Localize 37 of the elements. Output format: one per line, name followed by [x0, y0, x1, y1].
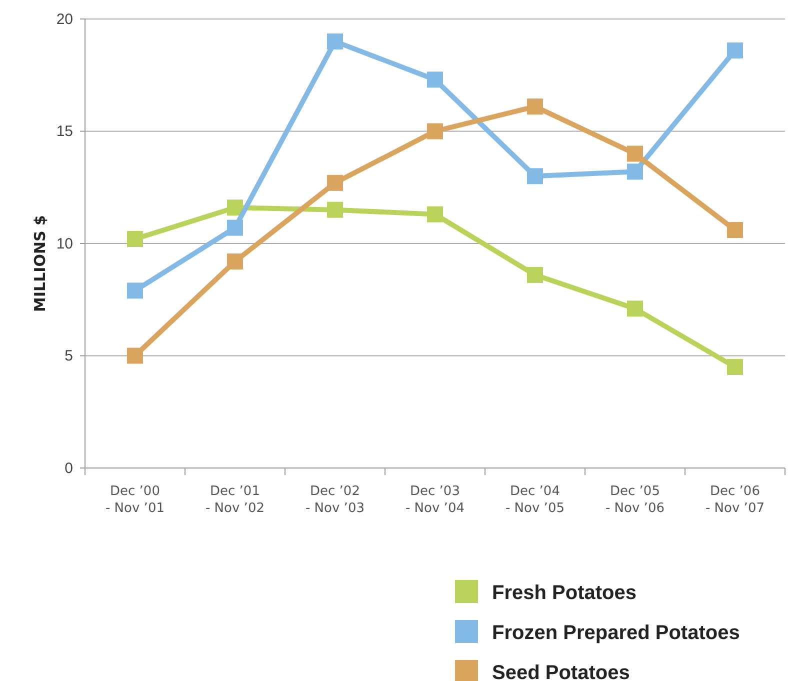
point [627, 146, 643, 162]
point [727, 358, 743, 375]
point [327, 174, 343, 191]
point [427, 123, 443, 140]
x-tick-label: Dec ’02 - Nov ’03 [305, 484, 365, 516]
point [327, 33, 343, 50]
x-tick-label: Dec ’00 - Nov ’01 [105, 484, 165, 516]
point [727, 222, 743, 238]
y-tick-label: 0 [64, 460, 73, 477]
y-tick-label: 10 [56, 235, 73, 252]
x-tick-label: Dec ’04 - Nov ’05 [505, 484, 565, 516]
y-tick-label: 15 [56, 123, 73, 140]
point [527, 168, 543, 184]
point [127, 348, 143, 364]
point [527, 98, 543, 115]
y-axis-title: MILLIONS $ [31, 215, 49, 312]
x-tick-label: Dec ’01 - Nov ’02 [205, 484, 265, 516]
point [227, 220, 243, 236]
point [427, 206, 443, 222]
point [227, 253, 243, 270]
x-tick-label: Dec ’05 - Nov ’06 [605, 484, 665, 516]
legend-label: Seed Potatoes [492, 662, 630, 681]
point [327, 202, 343, 218]
x-tick-label: Dec ’06 - Nov ’07 [705, 484, 765, 516]
point [127, 231, 143, 248]
point [427, 72, 443, 88]
y-tick-label: 20 [56, 10, 73, 28]
legend-label: Fresh Potatoes [492, 582, 636, 604]
point [227, 200, 243, 216]
point [127, 282, 143, 299]
point [727, 42, 743, 58]
point [527, 266, 543, 283]
legend-label: Frozen Prepared Potatoes [492, 622, 740, 644]
point [627, 164, 643, 180]
y-tick-label: 5 [64, 348, 73, 365]
point [627, 300, 643, 317]
x-tick-label: Dec ’03 - Nov ’04 [405, 484, 465, 516]
